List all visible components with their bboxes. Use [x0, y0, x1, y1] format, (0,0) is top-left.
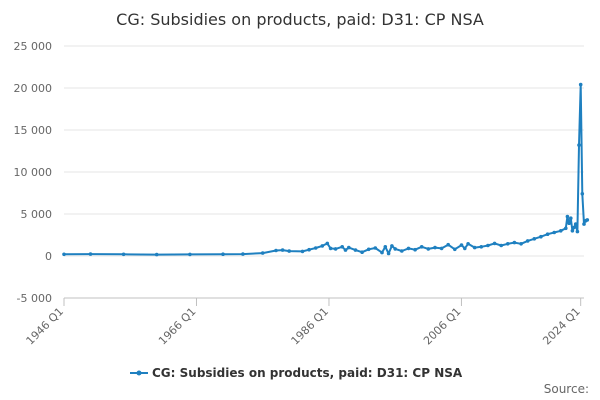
y-axis-ticks: -5 000 0 5 000 10 000 15 000 20 000 25 000	[14, 40, 53, 305]
data-point-26[interactable]	[383, 245, 388, 249]
series-0	[62, 82, 590, 257]
data-point-11[interactable]	[300, 249, 305, 254]
data-point-21[interactable]	[353, 248, 358, 252]
data-point-4[interactable]	[188, 252, 192, 257]
data-point-39[interactable]	[459, 243, 464, 247]
data-point-64[interactable]	[577, 143, 581, 147]
data-point-27[interactable]	[386, 251, 391, 256]
data-point-44[interactable]	[486, 243, 490, 248]
data-point-69[interactable]	[585, 218, 590, 222]
data-point-61[interactable]	[572, 225, 576, 230]
y-tick-label-1: 0	[45, 250, 52, 263]
series-line	[63, 83, 588, 256]
x-tick-label-1: 1966 Q1	[156, 305, 199, 348]
gridlines	[64, 45, 584, 299]
data-point-56[interactable]	[564, 226, 568, 231]
data-point-28[interactable]	[390, 244, 394, 248]
data-point-55[interactable]	[559, 229, 563, 233]
data-point-48[interactable]	[512, 240, 517, 245]
legend-label: CG: Subsidies on products, paid: D31: CP…	[152, 366, 463, 380]
data-point-22[interactable]	[360, 250, 364, 254]
x-axis: 1946 Q1 1966 Q1 1986 Q1 2006 Q1 2024 Q1	[24, 297, 584, 348]
x-tick-label-0: 1946 Q1	[24, 305, 67, 348]
data-point-24[interactable]	[373, 246, 378, 250]
data-point-60[interactable]	[570, 229, 575, 233]
data-point-0[interactable]	[62, 252, 66, 257]
data-point-18[interactable]	[340, 245, 345, 249]
data-point-15[interactable]	[325, 241, 330, 246]
data-point-58[interactable]	[567, 221, 571, 225]
data-point-62[interactable]	[573, 222, 578, 226]
data-point-53[interactable]	[545, 232, 550, 236]
legend-marker	[136, 370, 142, 376]
data-point-16[interactable]	[328, 246, 333, 251]
data-point-40[interactable]	[463, 246, 467, 251]
data-point-17[interactable]	[333, 247, 338, 251]
y-tick-label-2: 5 000	[21, 208, 53, 221]
data-point-34[interactable]	[426, 247, 431, 251]
y-tick-label-0: -5 000	[17, 292, 52, 305]
data-point-7[interactable]	[260, 251, 265, 255]
data-point-36[interactable]	[439, 246, 444, 251]
x-tick-label-4: 2024 Q1	[540, 305, 583, 348]
data-point-29[interactable]	[393, 247, 398, 251]
data-point-41[interactable]	[466, 242, 470, 246]
data-point-33[interactable]	[419, 245, 424, 249]
data-point-51[interactable]	[532, 237, 537, 241]
series-group	[62, 82, 590, 257]
data-point-12[interactable]	[307, 247, 311, 252]
y-tick-label-3: 10 000	[14, 166, 53, 179]
data-point-57[interactable]	[565, 214, 570, 219]
data-point-8[interactable]	[274, 248, 278, 253]
data-point-3[interactable]	[154, 252, 159, 257]
source-label: Source:	[544, 382, 589, 396]
data-point-65[interactable]	[578, 82, 583, 87]
data-point-54[interactable]	[552, 230, 556, 235]
data-point-9[interactable]	[280, 248, 285, 252]
chart-title: CG: Subsidies on products, paid: D31: CP…	[116, 10, 484, 29]
data-point-35[interactable]	[433, 245, 437, 250]
x-tick-label-2: 1986 Q1	[289, 305, 332, 348]
data-point-32[interactable]	[413, 247, 417, 252]
data-point-14[interactable]	[320, 244, 325, 248]
data-point-23[interactable]	[366, 247, 371, 252]
y-tick-label-6: 25 000	[14, 40, 53, 53]
data-point-47[interactable]	[506, 242, 510, 246]
data-point-1[interactable]	[88, 252, 93, 256]
data-point-19[interactable]	[343, 248, 348, 252]
x-tick-label-3: 2006 Q1	[421, 305, 464, 348]
y-tick-label-4: 15 000	[14, 124, 53, 137]
data-point-66[interactable]	[580, 192, 585, 196]
data-point-31[interactable]	[406, 246, 411, 251]
data-point-52[interactable]	[539, 234, 543, 239]
data-point-42[interactable]	[472, 245, 477, 250]
data-point-50[interactable]	[525, 239, 530, 243]
y-tick-label-5: 20 000	[14, 82, 53, 95]
legend[interactable]: CG: Subsidies on products, paid: D31: CP…	[130, 366, 463, 380]
data-point-20[interactable]	[347, 245, 351, 250]
data-point-10[interactable]	[287, 249, 292, 253]
data-point-67[interactable]	[582, 222, 586, 226]
data-point-43[interactable]	[479, 245, 484, 249]
data-point-6[interactable]	[241, 252, 245, 256]
data-point-46[interactable]	[499, 243, 504, 248]
data-point-37[interactable]	[446, 242, 451, 247]
data-point-38[interactable]	[453, 247, 457, 252]
data-point-25[interactable]	[380, 250, 384, 255]
data-point-63[interactable]	[575, 229, 580, 234]
data-point-2[interactable]	[121, 252, 126, 257]
data-point-30[interactable]	[400, 249, 404, 253]
data-point-5[interactable]	[221, 252, 225, 256]
data-point-59[interactable]	[569, 216, 573, 220]
data-point-45[interactable]	[492, 241, 497, 246]
data-point-13[interactable]	[313, 246, 318, 250]
data-point-49[interactable]	[519, 242, 523, 246]
